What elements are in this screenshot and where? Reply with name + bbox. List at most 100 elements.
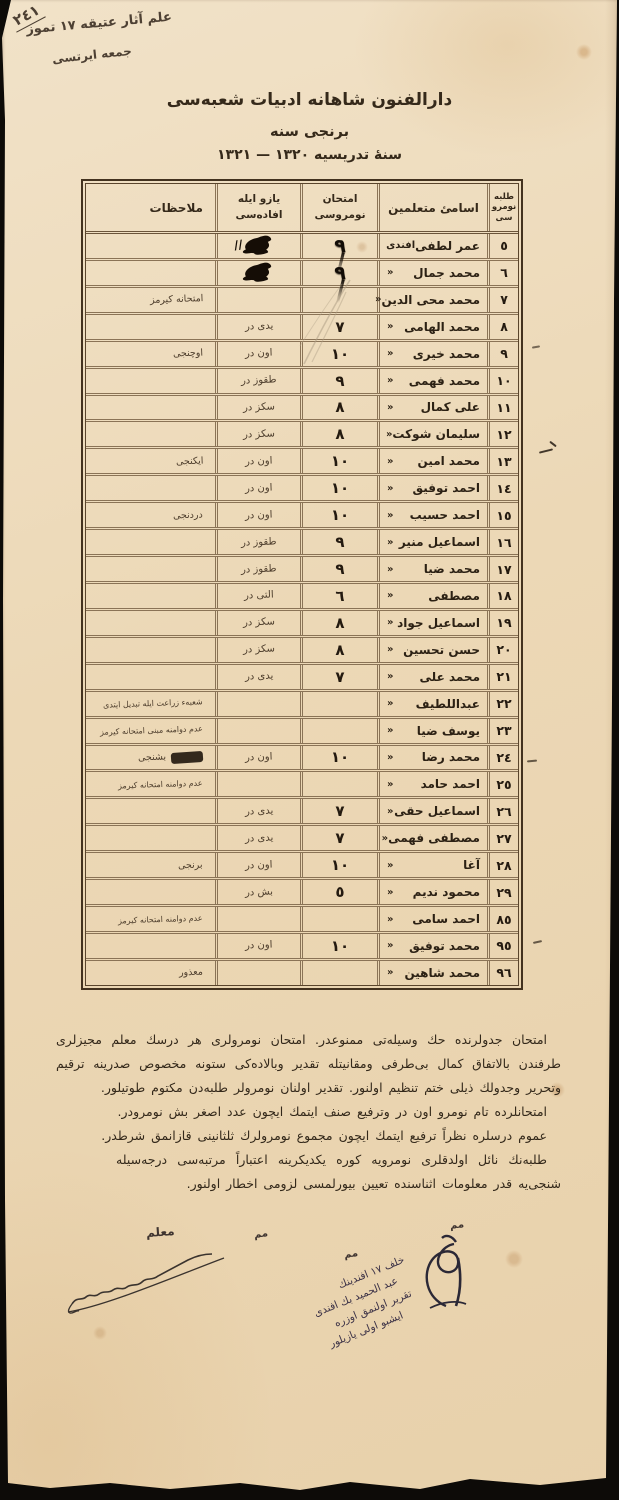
remarks-cell <box>86 234 215 258</box>
student-name-cell: احمد سامى « <box>377 907 487 931</box>
written-grade-cell: يدى در <box>215 826 300 851</box>
student-number-cell: ٥ <box>487 234 518 258</box>
exam-grade-cell <box>300 691 377 716</box>
table-row: ١٩ اسماعيل جواد «٨ سكز در <box>86 610 518 638</box>
student-name-cell: محمد على « <box>377 664 487 689</box>
student-number-cell: ١٠ <box>487 368 518 393</box>
teacher-signature <box>67 1253 225 1314</box>
exam-grade: ٦ <box>335 586 345 605</box>
table-row: ٢٧ مصطفى فهمى «٧ يدى در <box>86 826 518 854</box>
scribbled-out-word <box>170 750 204 765</box>
written-grade: اون در <box>245 347 273 360</box>
remarks-cell: شعبه‌ء زراعت ايله تبديل ايتدى <box>86 692 215 716</box>
written-grade-cell: اون در <box>215 341 300 366</box>
student-number-cell: ١٦ <box>487 530 518 555</box>
written-grade-cell: اون در <box>215 745 300 770</box>
header-student-number: طلبه نومرو سى <box>487 184 518 231</box>
student-number-cell: ٢٣ <box>487 718 518 743</box>
remarks-cell: بشنجى <box>86 746 215 770</box>
ditto-mark: « <box>387 751 394 763</box>
remarks-cell: عدم دوامنه امتحانه كيرمز <box>86 772 215 796</box>
student-name-cell: يوسف ضيا « <box>377 718 487 743</box>
page-subtitle: برنجى سنه <box>269 124 350 140</box>
ditto-mark: « <box>387 509 394 521</box>
written-grade: يدى در <box>244 670 274 683</box>
exam-grade-cell: ٩ <box>300 530 377 555</box>
student-name-cell: آغا « <box>377 853 487 878</box>
exam-grade-cell: ١٠ <box>300 503 377 528</box>
exam-grade-cell <box>300 960 377 985</box>
student-name: آغا <box>463 858 480 873</box>
exam-grade: ٥ <box>335 883 345 902</box>
official-mark: مم <box>343 1247 359 1262</box>
exam-grade-cell <box>300 772 377 797</box>
student-name-cell: محمود نديم « <box>377 880 487 905</box>
remarks-cell <box>86 261 215 285</box>
student-number-cell: ٢١ <box>487 664 518 689</box>
written-grade: سكز در <box>242 616 276 629</box>
ditto-mark: « <box>387 348 394 360</box>
written-grade: سكز در <box>242 428 276 441</box>
student-name: احمد حامد <box>420 777 480 792</box>
student-name: محمد خيرى <box>412 346 480 361</box>
exam-grade-cell: ٩ <box>300 368 377 393</box>
student-name: سليمان شوكت <box>392 427 480 442</box>
archive-note-line2: جمعه ايرتسى <box>51 43 133 67</box>
table-row: ١٤ احمد توفيق « ١٠ اون در <box>86 476 518 504</box>
margin-pen-mark <box>526 759 538 763</box>
ditto-mark: « <box>387 267 394 279</box>
remarks-cell: معذور <box>86 961 215 985</box>
ditto-mark: « <box>387 321 394 333</box>
remarks-cell <box>86 422 215 446</box>
written-grade-cell: سكز در <box>215 637 300 662</box>
ditto-mark: « <box>387 778 394 790</box>
table-row: ٢٢ عبداللطيف « شعبه‌ء زراعت ايله تبديل ايتد… <box>86 691 518 719</box>
grade-table-inner: طلبه نومرو سى اسامئ متعلمين امتحان نومرو… <box>85 183 519 986</box>
student-name-cell: محمد امين « <box>377 449 487 474</box>
exam-grade-cell: ٧ <box>300 826 377 851</box>
student-name-cell: على كمال « <box>377 395 487 420</box>
exam-grade: ٨ <box>335 398 345 417</box>
exam-grade: ١٠ <box>330 748 350 767</box>
pencil-smear <box>299 279 351 365</box>
student-number-cell: ٢٥ <box>487 772 518 797</box>
student-name: محمد فهمى <box>408 373 480 388</box>
table-row: ٢٨ آغا « ١٠ اون در برنجى <box>86 853 518 881</box>
written-grade: يدى در <box>244 320 274 333</box>
ditto-mark: « <box>387 913 394 925</box>
written-grade-cell: اون در <box>215 503 300 528</box>
student-name: اسماعيل جواد <box>397 615 480 630</box>
exam-grade: ٩ <box>334 261 346 284</box>
student-number-cell: ٢٧ <box>487 826 518 851</box>
ditto-mark: « <box>387 590 394 602</box>
exam-grade: ٩ <box>335 533 345 552</box>
student-name-cell: اسماعيل جواد « <box>377 610 487 635</box>
ditto-mark: « <box>387 375 394 387</box>
student-name: محمد رضا <box>421 750 480 765</box>
ditto-mark: « <box>387 886 394 898</box>
remark-text: برنجى <box>178 859 204 872</box>
remarks-cell <box>86 826 215 850</box>
student-number-cell: ١٢ <box>487 422 518 447</box>
student-name: مصطفى فهمى <box>388 831 480 846</box>
written-grade: بش در <box>244 886 274 899</box>
student-name: محمد توفيق <box>409 938 480 953</box>
written-grade-cell: يدى در <box>215 314 300 339</box>
exam-grade: ١٠ <box>330 856 350 875</box>
table-row: ١٣ محمد امين « ١٠ اون در ايكنجى <box>86 449 518 477</box>
written-grade-cell: طقوز در <box>215 530 300 555</box>
exam-grade-cell: ١٠ <box>300 476 377 501</box>
header-exam-number: امتحان نومروسى <box>300 184 377 231</box>
written-grade: سكز در <box>242 401 276 414</box>
ditto-mark: « <box>375 294 382 306</box>
written-grade-cell <box>215 234 300 258</box>
official-mark: مم <box>253 1228 269 1241</box>
written-grade: اون در <box>245 482 273 495</box>
student-name-cell: محمد توفيق « <box>377 933 487 958</box>
student-name-cell: محمد محى الدين « <box>375 287 487 312</box>
student-number-cell: ٩ <box>487 341 518 366</box>
student-number-cell: ٢٦ <box>487 799 518 824</box>
student-number-cell: ٩٦ <box>487 960 518 985</box>
table-row: ٢٣ يوسف ضيا « عدم دوامنه مبنى امتحانه كيرمز <box>86 718 518 746</box>
